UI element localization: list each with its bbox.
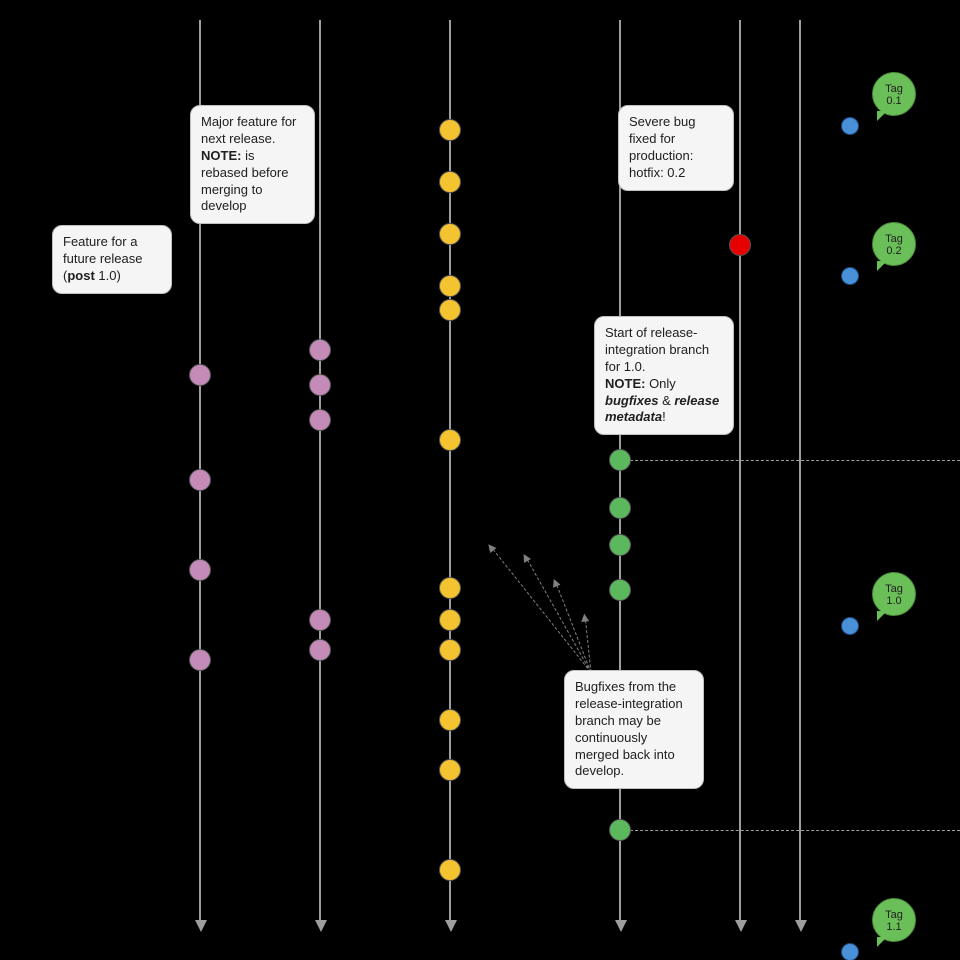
tag-01-dot <box>841 117 859 135</box>
commit-develop-4 <box>439 299 461 321</box>
commit-release-25 <box>609 819 631 841</box>
commit-feature-future-14 <box>189 559 211 581</box>
commit-develop-11 <box>439 859 461 881</box>
tag-10-dot <box>841 617 859 635</box>
tag-02-dot <box>841 267 859 285</box>
lane-feature-next <box>319 20 321 920</box>
lane-arrow-develop <box>445 920 457 932</box>
commit-release-22 <box>609 497 631 519</box>
commit-develop-8 <box>439 639 461 661</box>
commit-release-23 <box>609 534 631 556</box>
commit-develop-1 <box>439 171 461 193</box>
lane-arrow-hotfix <box>735 920 747 932</box>
lane-arrow-master <box>795 920 807 932</box>
note-hotfix: Severe bug fixed for production: hotfix:… <box>618 105 734 191</box>
commit-hotfix-26 <box>729 234 751 256</box>
note-major-feature: Major feature for next release.NOTE: is … <box>190 105 315 224</box>
lane-hotfix <box>739 20 741 920</box>
tag-01-bubble: Tag0.1 <box>872 72 916 116</box>
note-bugfixes: Bugfixes from the release-integration br… <box>564 670 704 789</box>
commit-release-24 <box>609 579 631 601</box>
commit-develop-9 <box>439 709 461 731</box>
commit-develop-0 <box>439 119 461 141</box>
commit-feature-next-17 <box>309 374 331 396</box>
commit-release-21 <box>609 449 631 471</box>
commit-develop-3 <box>439 275 461 297</box>
commit-develop-6 <box>439 577 461 599</box>
lane-master <box>799 20 801 920</box>
tag-02-bubble: Tag0.2 <box>872 222 916 266</box>
commit-feature-next-19 <box>309 609 331 631</box>
commit-feature-future-12 <box>189 364 211 386</box>
dash-line-1 <box>620 830 960 831</box>
commit-feature-next-16 <box>309 339 331 361</box>
commit-develop-5 <box>439 429 461 451</box>
dash-line-0 <box>620 460 960 461</box>
note-release-start: Start of release-integration branch for … <box>594 316 734 435</box>
commit-develop-2 <box>439 223 461 245</box>
commit-feature-future-13 <box>189 469 211 491</box>
tag-11-bubble: Tag1.1 <box>872 898 916 942</box>
tag-11-dot <box>841 943 859 960</box>
gitflow-diagram: Feature for a future release (post 1.0) M… <box>0 0 960 960</box>
commit-develop-10 <box>439 759 461 781</box>
commit-feature-future-15 <box>189 649 211 671</box>
commit-feature-next-18 <box>309 409 331 431</box>
lane-develop <box>449 20 451 920</box>
commit-develop-7 <box>439 609 461 631</box>
commit-feature-next-20 <box>309 639 331 661</box>
tag-10-bubble: Tag1.0 <box>872 572 916 616</box>
lane-arrow-release <box>615 920 627 932</box>
lane-arrow-feature-future <box>195 920 207 932</box>
lane-arrow-feature-next <box>315 920 327 932</box>
annotation-arrow-0 <box>490 545 592 673</box>
note-future-feature: Feature for a future release (post 1.0) <box>52 225 172 294</box>
